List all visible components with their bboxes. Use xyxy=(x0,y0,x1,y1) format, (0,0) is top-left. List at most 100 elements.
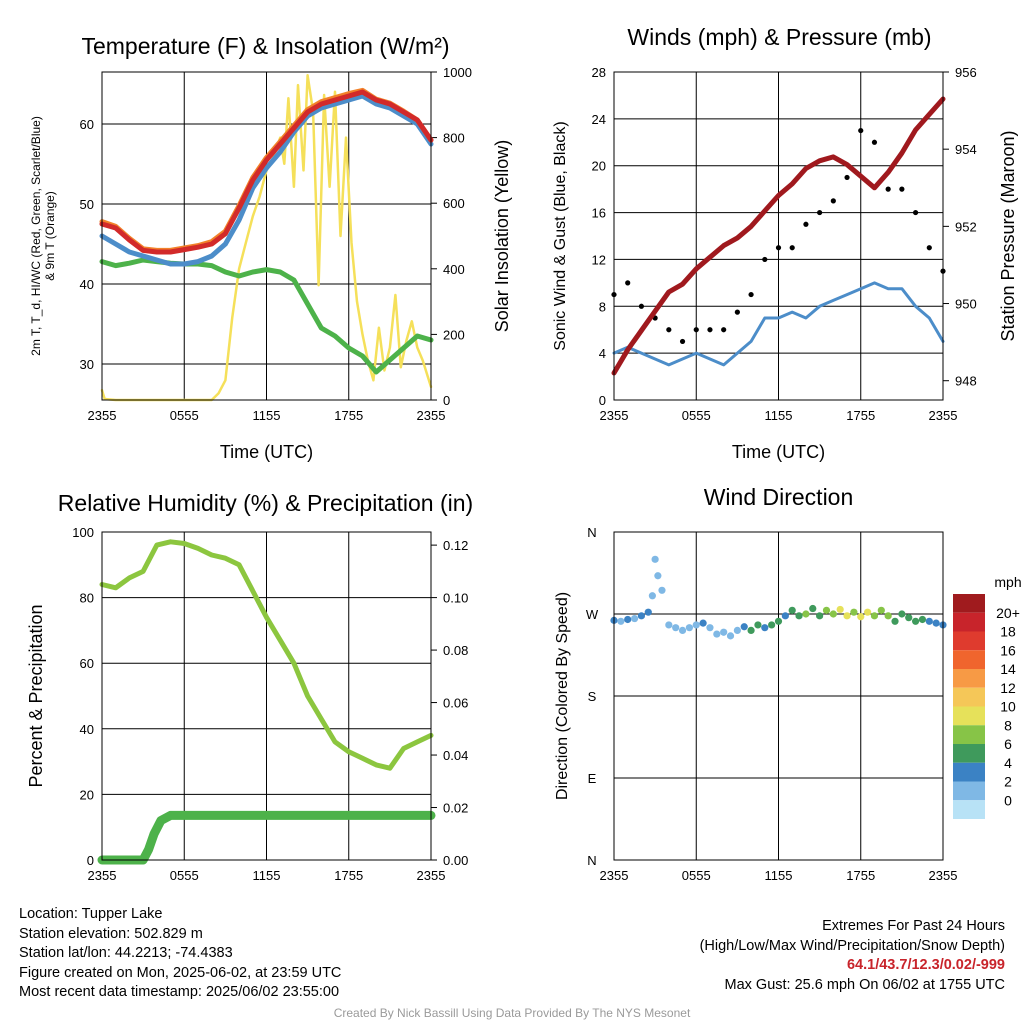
direction-point xyxy=(699,619,707,627)
chart-panel-1: 2355 0555 1155 1755 235530405060020040060080… xyxy=(29,33,512,462)
x-tick-label: 0555 xyxy=(170,868,199,883)
direction-point xyxy=(822,606,831,614)
gust-point xyxy=(789,245,795,251)
y-tick-label: 40 xyxy=(80,277,94,292)
y-axis-label: Direction (Colored By Speed) xyxy=(554,592,571,800)
extremes-values: 64.1/43.7/12.3/0.02/-999 xyxy=(846,957,1005,973)
y-tick-label: 40 xyxy=(80,722,94,737)
y-tick-label: 30 xyxy=(80,357,94,372)
direction-point xyxy=(685,624,693,632)
direction-point xyxy=(768,621,776,629)
credit-line: Created By Nick Bassill Using Data Provi… xyxy=(333,1006,691,1020)
y-tick-label: 24 xyxy=(592,112,606,127)
y-tick-label: 0 xyxy=(599,393,606,408)
y-tick-label: 8 xyxy=(599,299,606,314)
x-tick-label: 1155 xyxy=(765,408,793,423)
direction-point xyxy=(816,612,824,620)
gust-point xyxy=(762,256,768,263)
direction-point xyxy=(898,610,906,618)
x-tick-label: 2355 xyxy=(417,868,446,883)
direction-point xyxy=(905,614,913,622)
x-tick-label: 1755 xyxy=(334,408,363,423)
colorbar-label: 16 xyxy=(1000,642,1016,658)
chart-title: Relative Humidity (%) & Precipitation (i… xyxy=(58,490,473,516)
y-right-tick-label: 0.06 xyxy=(443,696,468,711)
y-right-tick-label: 0.10 xyxy=(443,591,468,606)
y-tick-label: 50 xyxy=(80,197,94,212)
colorbar-label: 20+ xyxy=(996,605,1020,621)
direction-point xyxy=(678,626,687,635)
direction-point xyxy=(829,610,837,618)
direction-point xyxy=(672,624,680,632)
x-tick-label: 1755 xyxy=(846,408,875,423)
direction-point xyxy=(850,608,858,616)
x-axis-label: Time (UTC) xyxy=(220,442,313,462)
direction-point xyxy=(720,628,728,636)
direction-point xyxy=(726,632,735,640)
direction-point xyxy=(654,572,662,580)
y-right-tick-label: 600 xyxy=(443,196,465,211)
y-tick-label: E xyxy=(588,771,597,786)
colorbar-swatch xyxy=(953,781,985,801)
y-axis-label-right: Solar Insolation (Yellow) xyxy=(492,140,512,332)
station-info: Location: Tupper Lake Station elevation:… xyxy=(19,905,341,1003)
y-right-tick-label: 0.02 xyxy=(443,801,468,816)
extremes-subtitle: (High/Low/Max Wind/Precipitation/Snow De… xyxy=(699,937,1005,954)
direction-point xyxy=(665,621,673,629)
colorbar-swatch xyxy=(953,687,985,707)
colorbar-label: 4 xyxy=(1004,755,1012,771)
y-tick-label: 0 xyxy=(87,853,94,868)
station-elevation: Station elevation: 502.829 m xyxy=(19,925,203,942)
y-tick-label: 4 xyxy=(599,346,606,361)
chart-title: Wind Direction xyxy=(704,484,854,510)
direction-point xyxy=(932,619,940,627)
y-tick-label: 60 xyxy=(80,656,94,671)
direction-point xyxy=(651,555,659,563)
direction-point xyxy=(740,623,748,631)
extremes-panel: Extremes For Past 24 Hours (High/Low/Max… xyxy=(700,917,1005,995)
x-tick-label: 2355 xyxy=(600,868,629,883)
series-blue-line xyxy=(612,281,945,367)
colorbar-title: mph xyxy=(994,574,1021,590)
y-tick-label: 20 xyxy=(80,787,94,802)
x-tick-label: 0555 xyxy=(170,408,199,423)
direction-point xyxy=(630,614,639,623)
gust-point xyxy=(748,291,754,298)
y-tick-label: 16 xyxy=(592,206,606,221)
x-tick-label: 2355 xyxy=(929,868,958,883)
y-right-tick-label: 950 xyxy=(955,297,977,312)
y-right-tick-label: 0.12 xyxy=(443,538,468,553)
direction-point xyxy=(706,624,714,632)
gust-point xyxy=(721,327,727,333)
extremes-title: Extremes For Past 24 Hours xyxy=(822,918,1005,934)
direction-point xyxy=(918,615,927,624)
x-tick-label: 2355 xyxy=(88,408,117,423)
y-right-tick-label: 952 xyxy=(955,219,977,234)
direction-point xyxy=(809,604,817,613)
colorbar-swatch xyxy=(953,669,985,688)
direction-point xyxy=(877,606,885,614)
y-right-tick-label: 0 xyxy=(443,393,450,408)
colorbar-label: 8 xyxy=(1004,717,1012,733)
gust-point xyxy=(899,186,905,192)
series-blue-line xyxy=(99,93,434,267)
direction-point xyxy=(911,617,920,625)
colorbar-swatch xyxy=(953,762,985,782)
gust-point xyxy=(679,338,686,345)
y-axis-label-left: 2m T, T_d, HI/WC (Red, Green, Scarlet/Bl… xyxy=(29,116,43,356)
y-tick-label: N xyxy=(587,525,596,540)
y-axis-label-left: Percent & Precipitation xyxy=(26,604,46,787)
y-right-tick-label: 0.04 xyxy=(443,748,468,763)
x-tick-label: 1155 xyxy=(765,868,793,883)
colorbar-label: 18 xyxy=(1000,624,1016,640)
y-tick-label: 12 xyxy=(592,252,606,267)
y-right-tick-label: 200 xyxy=(443,327,465,342)
gust-point xyxy=(926,245,932,251)
direction-point xyxy=(692,621,700,629)
x-tick-label: 1155 xyxy=(253,408,281,423)
gust-point xyxy=(666,327,672,333)
colorbar-swatch xyxy=(953,725,985,744)
y-axis-label-right: Station Pressure (Maroon) xyxy=(998,130,1018,341)
y-tick-label: W xyxy=(586,607,599,622)
